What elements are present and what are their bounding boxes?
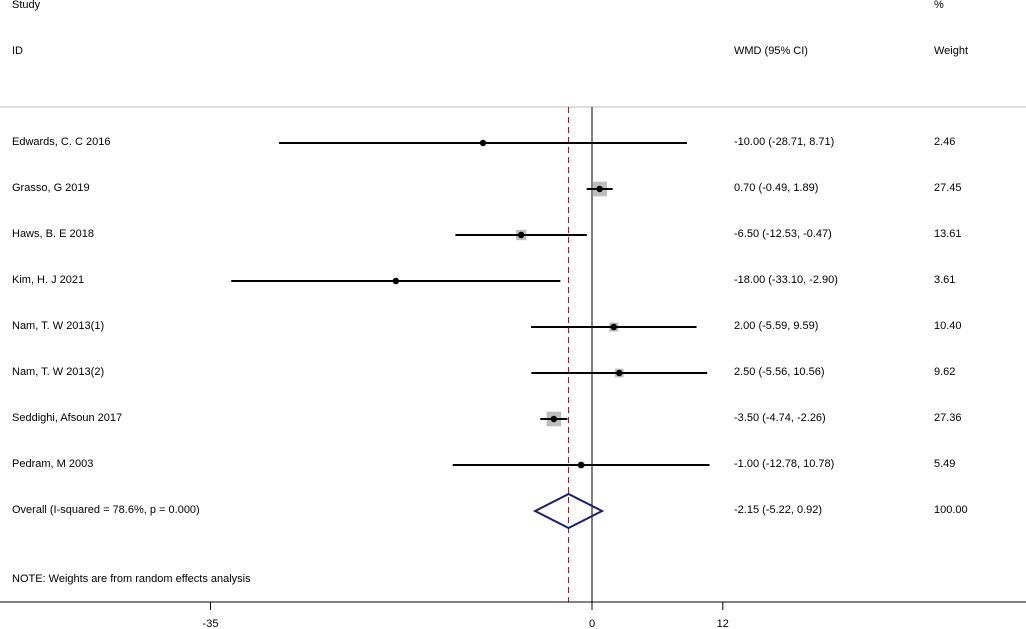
effect-ci-text: 0.70 (-0.49, 1.89) [734, 182, 819, 194]
effect-header: WMD (95% CI) [734, 45, 808, 57]
effect-ci-text: -18.00 (-33.10, -2.90) [734, 274, 838, 286]
percent-header: % [934, 0, 944, 11]
weight-text: 27.36 [934, 412, 962, 424]
study-label: Edwards, C. C 2016 [12, 136, 111, 148]
id-header: ID [12, 45, 23, 57]
x-tick-label: 0 [589, 618, 595, 629]
point-estimate [392, 277, 399, 285]
weight-text: 2.46 [934, 136, 956, 148]
overall-diamond [532, 492, 605, 530]
study-header: Study [12, 0, 41, 11]
x-tick-label: -35 [203, 618, 219, 629]
weight-text: 27.45 [934, 182, 962, 194]
point-estimate [610, 323, 617, 331]
study-label: Grasso, G 2019 [12, 182, 90, 194]
point-estimate [550, 415, 558, 423]
study-label: Seddighi, Afsoun 2017 [12, 412, 123, 424]
study-label: Haws, B. E 2018 [12, 228, 94, 240]
effect-ci-text: -10.00 (-28.71, 8.71) [734, 136, 835, 148]
study-label: Kim, H. J 2021 [12, 274, 85, 286]
study-label: Nam, T. W 2013(2) [12, 366, 105, 378]
overall-label: Overall (I-squared = 78.6%, p = 0.000) [12, 504, 200, 516]
weight-text: 5.49 [934, 458, 956, 470]
overall-weight-text: 100.00 [934, 504, 968, 516]
study-label: Nam, T. W 2013(1) [12, 320, 105, 332]
effect-ci-text: -1.00 (-12.78, 10.78) [734, 458, 835, 470]
point-estimate [596, 185, 603, 193]
weight-text: 9.62 [934, 366, 956, 378]
effect-ci-text: 2.00 (-5.59, 9.59) [734, 320, 819, 332]
point-estimate [479, 139, 487, 147]
weight-header: Weight [934, 45, 969, 57]
footnote: NOTE: Weights are from random effects an… [12, 573, 251, 585]
overall-ci-text: -2.15 (-5.22, 0.92) [734, 504, 823, 516]
x-tick-label: 12 [717, 618, 729, 629]
effect-ci-text: 2.50 (-5.56, 10.56) [734, 366, 825, 378]
effect-ci-text: -6.50 (-12.53, -0.47) [734, 228, 832, 240]
point-estimate [517, 231, 525, 239]
point-estimate [577, 461, 585, 469]
point-estimate [616, 369, 623, 377]
effect-ci-text: -3.50 (-4.74, -2.26) [734, 412, 826, 424]
weight-text: 10.40 [934, 320, 962, 332]
study-label: Pedram, M 2003 [12, 458, 94, 470]
weight-text: 13.61 [934, 228, 962, 240]
weight-text: 3.61 [934, 274, 956, 286]
